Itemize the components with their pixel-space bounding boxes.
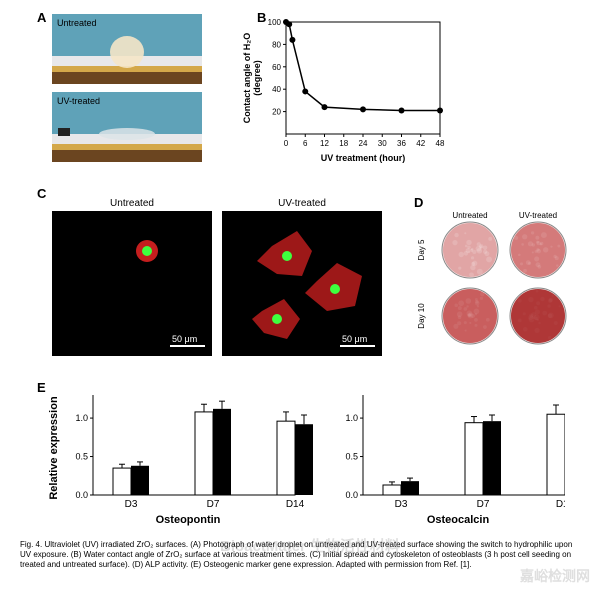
svg-text:18: 18	[339, 139, 348, 148]
svg-text:D14: D14	[556, 499, 565, 510]
panel-b-chart: 0 6 12 18 24 30 36 42 48 20 40 60 80 100 UV treatment …	[238, 14, 448, 164]
svg-text:48: 48	[436, 139, 445, 148]
svg-text:UV-treated: UV-treated	[519, 211, 557, 220]
panel-label-a: A	[37, 10, 46, 25]
svg-text:0.0: 0.0	[345, 490, 358, 500]
svg-text:UV treatment (hour): UV treatment (hour)	[321, 153, 406, 163]
svg-text:D7: D7	[207, 499, 220, 510]
untreated-text: Untreated	[57, 18, 97, 28]
svg-text:40: 40	[272, 85, 281, 94]
svg-text:D3: D3	[395, 499, 408, 510]
svg-text:36: 36	[397, 139, 406, 148]
svg-text:Osteopontin: Osteopontin	[156, 514, 221, 526]
panel-a-top: Untreated	[52, 14, 202, 84]
svg-text:50 μm: 50 μm	[172, 334, 197, 344]
svg-text:Day 10: Day 10	[417, 303, 426, 329]
svg-text:24: 24	[359, 139, 368, 148]
svg-text:Osteocalcin: Osteocalcin	[427, 514, 490, 526]
svg-text:Relative expression: Relative expression	[48, 396, 60, 500]
svg-text:(degree): (degree)	[252, 60, 262, 96]
svg-text:60: 60	[272, 63, 281, 72]
svg-text:80: 80	[272, 40, 281, 49]
c-untreated-label: Untreated	[52, 198, 212, 209]
svg-text:D7: D7	[477, 499, 490, 510]
svg-text:1.0: 1.0	[75, 413, 88, 423]
svg-text:100: 100	[268, 18, 282, 27]
svg-text:20: 20	[272, 108, 281, 117]
svg-text:6: 6	[303, 139, 308, 148]
svg-text:Day 5: Day 5	[417, 239, 426, 260]
svg-text:D3: D3	[125, 499, 138, 510]
panel-a-bottom: UV-treated	[52, 92, 202, 162]
svg-text:30: 30	[378, 139, 387, 148]
svg-text:12: 12	[320, 139, 329, 148]
svg-text:42: 42	[416, 139, 425, 148]
svg-text:0.0: 0.0	[75, 490, 88, 500]
panel-label-c: C	[37, 186, 46, 201]
figure-caption: Fig. 4. Ultraviolet (UV) irradiated ZrO₂…	[20, 540, 580, 570]
panel-e: Relative expression 0.0 0.5 1.0 D3 D7 D14 Osteo…	[45, 390, 565, 530]
svg-text:50 μm: 50 μm	[342, 334, 367, 344]
svg-text:Untreated: Untreated	[452, 211, 487, 220]
svg-text:D14: D14	[286, 499, 305, 510]
svg-text:1.0: 1.0	[345, 413, 358, 423]
c-treated-label: UV-treated	[222, 198, 382, 209]
svg-text:Contact angle of H₂O: Contact angle of H₂O	[242, 33, 252, 124]
panel-c: Untreated UV-treated 50 μm 50 μm	[52, 198, 382, 356]
svg-text:UV-treated: UV-treated	[57, 96, 100, 106]
panel-d: Untreated UV-treated Day 5 Day 10	[410, 208, 575, 353]
svg-text:0.5: 0.5	[345, 452, 358, 462]
svg-text:0: 0	[284, 139, 289, 148]
svg-text:0.5: 0.5	[75, 452, 88, 462]
